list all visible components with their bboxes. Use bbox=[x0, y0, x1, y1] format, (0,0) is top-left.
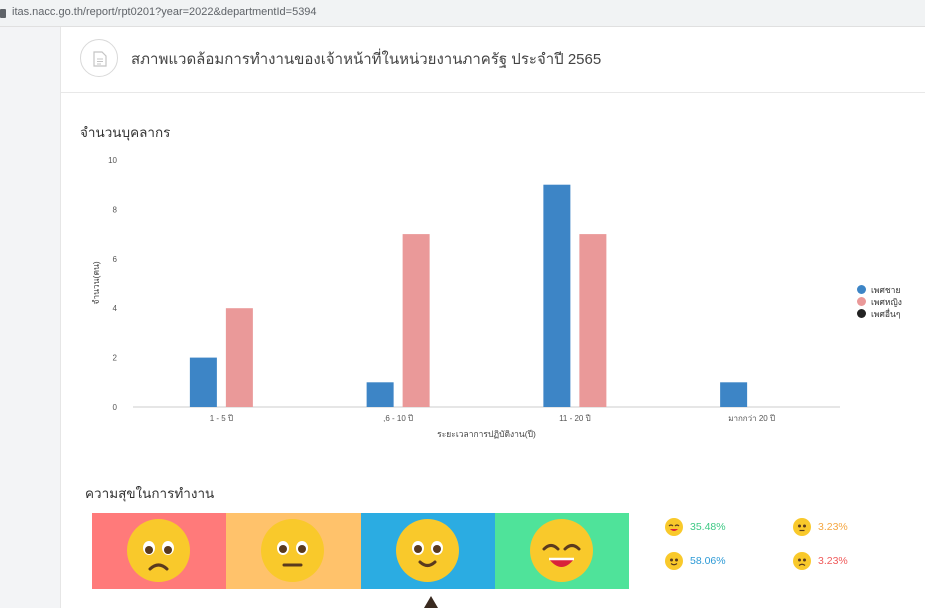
smile-face-icon bbox=[395, 519, 459, 582]
legend-label-female: เพศหญิง bbox=[871, 296, 902, 307]
y-tick-label: 4 bbox=[113, 304, 118, 313]
stat-sad: 3.23% bbox=[793, 552, 848, 570]
staff-chart-title: จำนวนบุคลากร bbox=[80, 125, 171, 140]
document-icon bbox=[80, 39, 118, 77]
bar-male[interactable] bbox=[543, 184, 571, 407]
legend-label-male: เพศชาย bbox=[871, 284, 901, 295]
happiness-segment-neutral[interactable] bbox=[226, 513, 361, 589]
bar-male[interactable] bbox=[366, 382, 394, 407]
legend-label-other: เพศอื่นๆ bbox=[871, 308, 901, 319]
very-happy-face-icon bbox=[665, 518, 683, 536]
happiness-segment-sad[interactable] bbox=[92, 513, 227, 589]
stat-value-neutral: 3.23% bbox=[818, 521, 848, 533]
happiness-segment-smile[interactable] bbox=[360, 513, 495, 589]
stat-value-very-happy: 35.48% bbox=[690, 521, 726, 533]
legend-item-other[interactable]: เพศอื่นๆ bbox=[857, 308, 902, 319]
happiness-scale bbox=[92, 513, 629, 589]
url-text[interactable]: itas.nacc.go.th/report/rpt0201?year=2022… bbox=[12, 6, 317, 18]
bar-female[interactable] bbox=[225, 308, 253, 407]
y-tick-label: 10 bbox=[108, 156, 117, 165]
page-header: สภาพแวดล้อมการทำงานของเจ้าหน้าที่ในหน่วย… bbox=[61, 27, 925, 93]
legend-item-male[interactable]: เพศชาย bbox=[857, 284, 902, 295]
legend-dot-female bbox=[857, 297, 866, 306]
very-happy-face-icon bbox=[529, 519, 593, 582]
y-tick-label: 2 bbox=[113, 354, 118, 363]
stat-value-sad: 3.23% bbox=[818, 555, 848, 567]
bar-male[interactable] bbox=[189, 357, 217, 407]
bar-male[interactable] bbox=[720, 382, 748, 407]
x-tick-label: ,6 - 10 ปี bbox=[383, 414, 413, 423]
bar-female[interactable] bbox=[579, 234, 607, 407]
selected-pointer-icon bbox=[424, 596, 438, 608]
sad-face-icon bbox=[127, 519, 190, 582]
x-tick-label: 11 - 20 ปี bbox=[559, 414, 591, 423]
bar-female[interactable] bbox=[402, 234, 430, 407]
stat-smile: 58.06% bbox=[665, 552, 726, 570]
stat-value-smile: 58.06% bbox=[690, 555, 726, 567]
sidebar bbox=[0, 27, 61, 608]
legend-item-female[interactable]: เพศหญิง bbox=[857, 296, 902, 307]
x-tick-label: มากกว่า 20 ปี bbox=[728, 414, 775, 423]
neutral-face-icon bbox=[793, 518, 811, 536]
lock-icon bbox=[0, 9, 6, 18]
legend-dot-male bbox=[857, 285, 866, 294]
stat-neutral: 3.23% bbox=[793, 518, 848, 536]
sad-face-icon bbox=[793, 552, 811, 570]
x-axis-label: ระยะเวลาการปฏิบัติงาน(ปี) bbox=[437, 429, 536, 439]
happiness-segment-very-happy[interactable] bbox=[494, 513, 629, 589]
legend-dot-other bbox=[857, 309, 866, 318]
x-tick-label: 1 - 5 ปี bbox=[210, 414, 233, 423]
y-axis-label: จำนวน(คน) bbox=[91, 261, 101, 304]
stat-very-happy: 35.48% bbox=[665, 518, 726, 536]
y-tick-label: 0 bbox=[113, 403, 118, 412]
y-tick-label: 8 bbox=[113, 205, 118, 214]
happiness-title: ความสุขในการทำงาน bbox=[85, 486, 215, 501]
chart-legend: เพศชาย เพศหญิง เพศอื่นๆ bbox=[857, 284, 902, 320]
neutral-face-icon bbox=[261, 519, 325, 582]
smile-face-icon bbox=[665, 552, 683, 570]
page-title: สภาพแวดล้อมการทำงานของเจ้าหน้าที่ในหน่วย… bbox=[131, 51, 602, 68]
browser-address-bar[interactable]: itas.nacc.go.th/report/rpt0201?year=2022… bbox=[0, 0, 925, 27]
y-tick-label: 6 bbox=[113, 255, 118, 264]
